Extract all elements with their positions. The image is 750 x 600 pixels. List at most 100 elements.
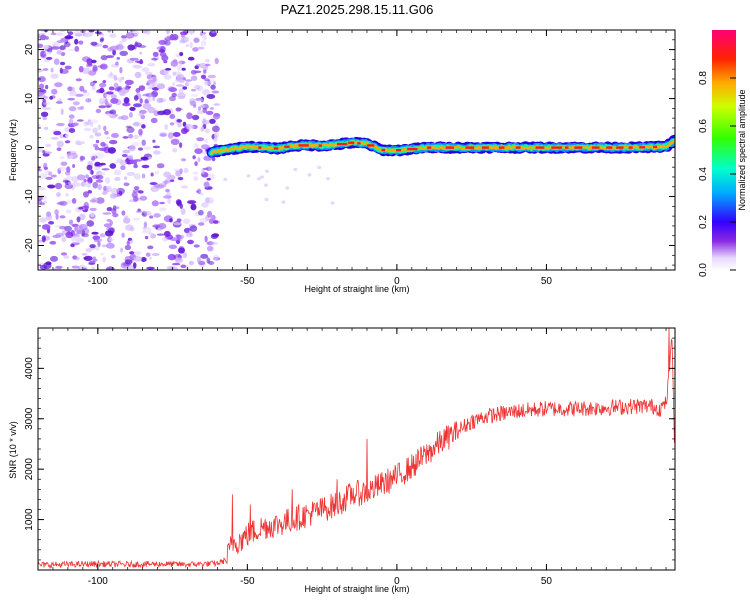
noise-speckle xyxy=(51,88,58,95)
noise-speckle xyxy=(163,195,172,199)
noise-speckle xyxy=(88,30,95,33)
noise-speckle xyxy=(47,48,53,53)
noise-speckle xyxy=(92,64,98,72)
snr-ticks: -100 -50 0 50 1000 2000 3000 4000 xyxy=(24,327,675,587)
noise-speckle xyxy=(67,97,75,101)
noise-speckle xyxy=(42,44,49,50)
x-tick-label: 50 xyxy=(541,276,553,287)
noise-speckle xyxy=(134,41,139,47)
noise-speckle xyxy=(141,124,146,129)
colorbar-label: Normalized spectral amplitude xyxy=(737,89,747,210)
noise-speckle xyxy=(109,71,113,77)
noise-speckle xyxy=(59,225,67,230)
noise-speckle xyxy=(48,221,55,225)
noise-speckle xyxy=(181,127,188,135)
noise-speckle xyxy=(104,94,111,98)
noise-speckle xyxy=(326,177,330,181)
noise-speckle xyxy=(211,156,216,162)
noise-speckle xyxy=(184,82,190,87)
noise-speckle xyxy=(119,66,123,74)
noise-speckle xyxy=(285,186,290,190)
noise-speckle xyxy=(175,199,182,206)
y-tick-label: -20 xyxy=(24,238,35,253)
noise-speckle xyxy=(120,35,127,39)
signal-hotspot xyxy=(396,149,402,152)
noise-speckle xyxy=(118,89,126,96)
y-tick-label: 10 xyxy=(24,93,35,105)
noise-speckle xyxy=(92,127,98,134)
noise-speckle xyxy=(58,166,67,171)
noise-speckle xyxy=(181,67,186,71)
noise-speckle xyxy=(193,176,199,181)
noise-speckle xyxy=(179,142,183,149)
noise-speckle xyxy=(189,100,197,106)
noise-speckle xyxy=(141,30,149,34)
noise-speckle xyxy=(42,150,46,154)
noise-speckle xyxy=(88,262,95,266)
noise-speckle xyxy=(90,121,94,128)
signal-hotspot xyxy=(535,146,545,149)
noise-speckle xyxy=(178,61,182,67)
signal-hotspot xyxy=(381,148,385,152)
noise-speckle xyxy=(54,182,63,190)
noise-speckle xyxy=(86,181,92,188)
noise-speckle xyxy=(174,79,181,83)
noise-speckle xyxy=(38,187,46,191)
noise-speckle xyxy=(71,236,77,242)
noise-speckle xyxy=(132,262,137,269)
noise-speckle xyxy=(90,212,95,218)
noise-speckle xyxy=(84,174,90,179)
noise-speckle xyxy=(96,238,103,242)
noise-speckle xyxy=(199,217,208,223)
noise-speckle xyxy=(82,92,91,97)
noise-speckle xyxy=(108,237,115,242)
noise-speckle xyxy=(206,94,216,99)
y-tick-label: 0 xyxy=(24,144,35,150)
noise-speckle xyxy=(161,54,169,62)
noise-speckle xyxy=(163,69,170,75)
noise-speckle xyxy=(39,202,45,206)
noise-speckle xyxy=(90,41,98,46)
noise-speckle xyxy=(189,30,194,35)
noise-speckle xyxy=(67,48,75,52)
noise-speckle xyxy=(133,186,140,190)
noise-speckle xyxy=(200,40,207,47)
noise-speckle xyxy=(194,148,203,155)
noise-speckle xyxy=(198,209,204,216)
noise-speckle xyxy=(131,30,140,36)
noise-speckle xyxy=(151,57,158,61)
noise-speckle xyxy=(132,217,141,221)
noise-speckle xyxy=(156,83,166,90)
noise-speckle xyxy=(110,94,117,99)
noise-speckle xyxy=(193,244,200,248)
signal-hotspot xyxy=(498,146,505,149)
noise-speckle xyxy=(66,175,73,181)
noise-speckle xyxy=(128,265,134,270)
noise-speckle xyxy=(71,176,79,183)
noise-speckle xyxy=(39,217,48,223)
noise-speckle xyxy=(65,170,71,176)
noise-speckle xyxy=(126,240,130,246)
noise-speckle xyxy=(68,219,74,225)
noise-speckle xyxy=(79,40,83,45)
noise-speckle xyxy=(119,159,127,166)
noise-speckle xyxy=(175,257,183,263)
noise-speckle xyxy=(147,62,156,67)
noise-speckle xyxy=(197,222,205,226)
noise-speckle xyxy=(197,46,205,50)
noise-speckle xyxy=(180,264,187,269)
noise-speckle xyxy=(55,32,64,36)
y-tick-label: 1000 xyxy=(24,508,35,531)
noise-speckle xyxy=(51,137,59,140)
noise-speckle xyxy=(172,82,176,86)
noise-speckle xyxy=(76,119,84,122)
noise-speckle xyxy=(119,50,128,57)
noise-speckle xyxy=(109,33,117,38)
noise-speckle xyxy=(142,226,147,230)
y-tick-label: 4000 xyxy=(24,357,35,380)
noise-speckle xyxy=(176,64,183,72)
noise-speckle xyxy=(212,125,220,133)
noise-speckle xyxy=(120,247,124,253)
noise-speckle xyxy=(50,174,57,178)
y-tick-label: 20 xyxy=(24,44,35,56)
